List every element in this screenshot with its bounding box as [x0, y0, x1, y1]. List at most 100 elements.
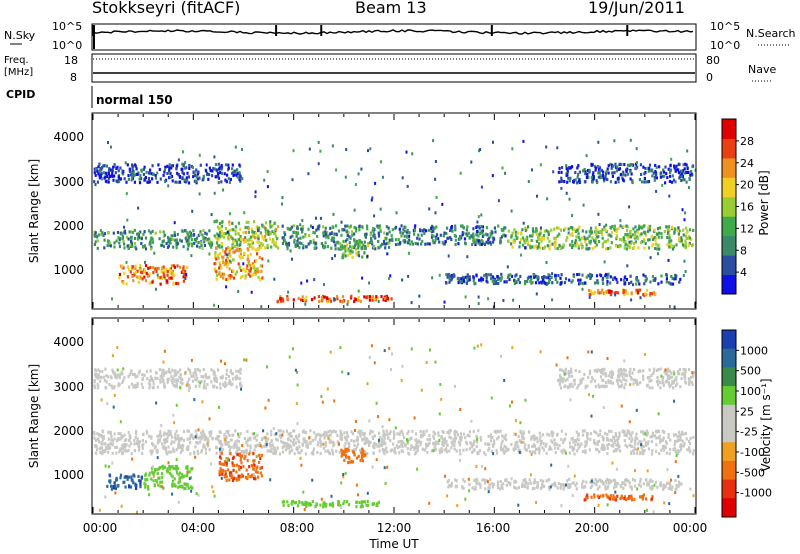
- data-cell: [266, 243, 269, 247]
- data-cell: [603, 384, 606, 388]
- data-cell: [249, 475, 252, 479]
- data-cell: [175, 244, 178, 248]
- data-cell: [235, 369, 238, 373]
- data-cell: [680, 432, 683, 436]
- data-cell: [451, 442, 454, 446]
- data-cell: [187, 429, 190, 433]
- data-cell: [556, 280, 559, 284]
- data-cell: [363, 433, 366, 437]
- data-cell: [134, 270, 137, 274]
- data-cell: [485, 232, 488, 236]
- data-cell: [247, 272, 250, 276]
- data-cell: [261, 224, 264, 228]
- sky-trace: [92, 25, 694, 49]
- data-cell: [188, 377, 191, 381]
- data-cell: [360, 500, 363, 504]
- data-cell: [353, 244, 356, 248]
- data-cell: [242, 465, 245, 469]
- data-cell: [590, 380, 593, 384]
- data-cell: [120, 434, 123, 438]
- data-cell: [472, 429, 475, 433]
- data-cell: [560, 170, 563, 174]
- noise-cell: [552, 170, 555, 174]
- data-cell: [585, 230, 588, 234]
- data-cell: [239, 239, 242, 243]
- data-cell: [260, 453, 263, 457]
- data-cell: [211, 174, 214, 178]
- data-cell: [684, 246, 687, 250]
- data-cell: [297, 451, 300, 455]
- data-cell: [468, 447, 471, 451]
- data-cell: [617, 176, 620, 180]
- data-cell: [613, 227, 616, 231]
- data-cell: [305, 504, 308, 508]
- noise-cell: [476, 229, 479, 233]
- data-cell: [629, 177, 632, 181]
- data-cell: [174, 435, 177, 439]
- data-cell: [171, 440, 174, 444]
- data-cell: [244, 455, 247, 459]
- data-cell: [554, 237, 557, 241]
- data-cell: [133, 236, 137, 240]
- data-cell: [513, 432, 516, 436]
- data-cell: [97, 384, 100, 388]
- data-cell: [182, 430, 186, 434]
- data-cell: [375, 443, 378, 447]
- data-cell: [465, 448, 468, 452]
- data-cell: [165, 439, 169, 443]
- data-cell: [228, 379, 231, 383]
- data-cell: [229, 473, 232, 477]
- sky-line: [92, 29, 694, 35]
- data-cell: [233, 464, 236, 468]
- data-cell: [172, 271, 175, 275]
- data-cell: [211, 436, 214, 440]
- data-cell: [164, 165, 167, 169]
- noise-cell: [581, 287, 584, 291]
- data-cell: [254, 477, 257, 481]
- data-cell: [502, 447, 505, 451]
- data-cell: [218, 245, 221, 249]
- data-cell: [601, 288, 604, 292]
- data-cell: [220, 469, 223, 473]
- data-cell: [238, 467, 241, 471]
- data-cell: [618, 431, 621, 435]
- data-cell: [225, 372, 228, 376]
- data-cell: [569, 243, 572, 247]
- data-cell: [162, 445, 166, 449]
- data-cell: [229, 438, 232, 442]
- data-cell: [187, 448, 190, 452]
- data-cell: [123, 442, 126, 446]
- data-cell: [186, 482, 189, 486]
- data-cell: [491, 231, 494, 235]
- data-cell: [604, 372, 607, 376]
- data-cell: [400, 429, 404, 433]
- data-cell: [592, 171, 595, 175]
- data-cell: [207, 376, 210, 380]
- data-cell: [188, 239, 191, 243]
- data-cell: [128, 444, 131, 448]
- noise-cell: [477, 295, 480, 299]
- data-cell: [181, 485, 184, 489]
- data-cell: [322, 234, 325, 238]
- data-cell: [249, 436, 252, 440]
- data-cell: [684, 368, 687, 372]
- data-cell: [295, 234, 298, 238]
- data-cell: [251, 432, 254, 436]
- data-cell: [268, 442, 271, 446]
- data-cell: [225, 479, 228, 483]
- data-cell: [174, 371, 177, 375]
- data-cell: [358, 228, 361, 232]
- data-cell: [514, 447, 517, 451]
- data-cell: [643, 449, 646, 453]
- data-cell: [491, 435, 494, 439]
- data-cell: [159, 276, 162, 280]
- data-cell: [383, 436, 386, 440]
- data-cell: [370, 240, 373, 244]
- data-cell: [161, 442, 164, 446]
- data-cell: [668, 452, 671, 456]
- data-cell: [653, 434, 657, 438]
- data-cell: [297, 296, 300, 300]
- data-cell: [366, 438, 369, 442]
- data-cell: [323, 436, 326, 440]
- data-cell: [482, 241, 485, 245]
